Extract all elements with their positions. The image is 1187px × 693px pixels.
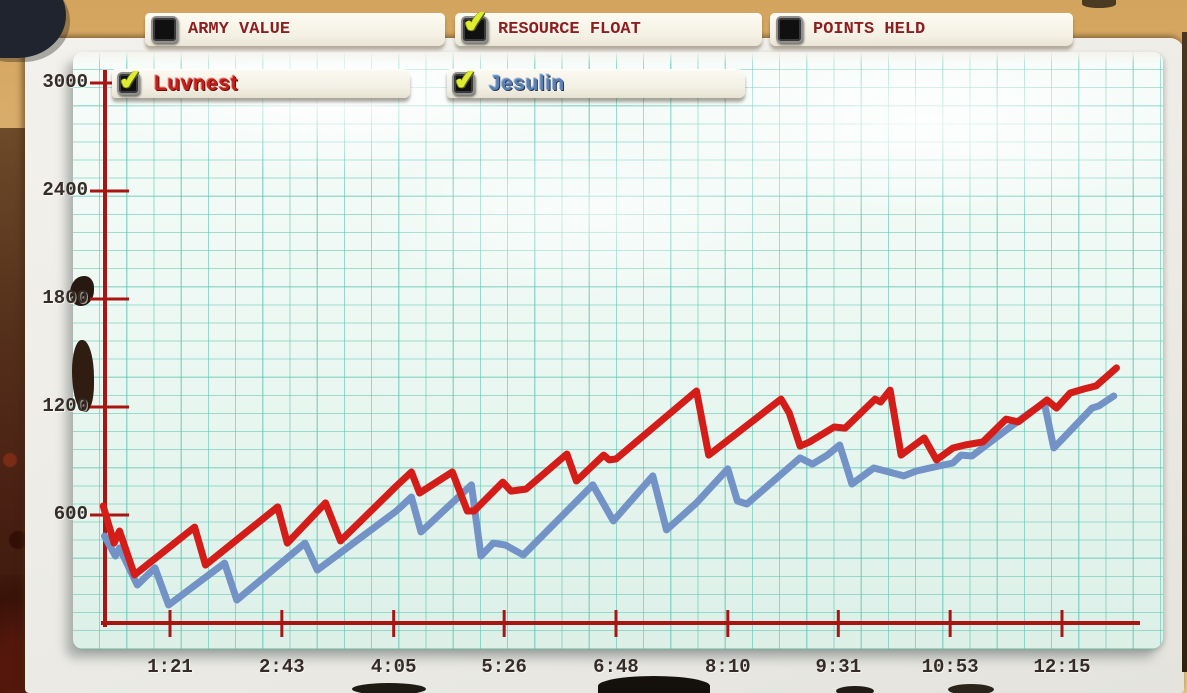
legend-jesulin[interactable]: ✔ Jesulin xyxy=(447,64,745,98)
x-tick-label: 8:10 xyxy=(705,656,751,678)
x-tick-label: 1:21 xyxy=(147,656,193,678)
x-tick-label: 5:26 xyxy=(481,656,527,678)
jesulin-checkbox[interactable]: ✔ xyxy=(452,64,478,96)
army-value-checkbox[interactable]: ✔ xyxy=(151,16,178,43)
y-tick-label: 3000 xyxy=(42,71,88,93)
player-name-jesulin: Jesulin xyxy=(489,71,565,95)
y-tick-label: 600 xyxy=(53,503,88,525)
x-tick-label: 6:48 xyxy=(593,656,639,678)
x-tick-label: 12:15 xyxy=(1033,656,1091,678)
graph-paper-grid xyxy=(73,52,1163,649)
checkmark-icon: ✔ xyxy=(452,63,479,97)
tab-label: RESOURCE FLOAT xyxy=(498,20,641,39)
resource-float-checkbox[interactable]: ✔ xyxy=(461,5,490,43)
player-name-luvnest: Luvnest xyxy=(154,71,239,95)
tab-points-held[interactable]: ✔ POINTS HELD xyxy=(770,13,1073,46)
graph-paper-torn-top xyxy=(73,52,1163,64)
points-held-checkbox[interactable]: ✔ xyxy=(776,16,803,43)
legend-luvnest[interactable]: ✔ Luvnest xyxy=(112,64,410,98)
tab-label: POINTS HELD xyxy=(813,20,926,39)
x-tick-label: 2:43 xyxy=(259,656,305,678)
y-tick-label: 1200 xyxy=(42,395,88,417)
tab-army-value[interactable]: ✔ ARMY VALUE xyxy=(145,13,445,46)
x-tick-label: 10:53 xyxy=(921,656,979,678)
x-tick-label: 9:31 xyxy=(815,656,862,678)
x-tick-label: 4:05 xyxy=(370,656,417,678)
tab-label: ARMY VALUE xyxy=(188,20,291,39)
luvnest-line xyxy=(99,364,1120,579)
checkmark-icon: ✔ xyxy=(461,4,490,41)
tab-resource-float[interactable]: ✔ RESOURCE FLOAT xyxy=(455,5,762,46)
y-tick-label: 2400 xyxy=(42,179,88,201)
jesulin-line xyxy=(101,392,1118,609)
luvnest-checkbox[interactable]: ✔ xyxy=(117,64,143,96)
checkmark-icon: ✔ xyxy=(117,63,144,97)
y-tick-label: 1800 xyxy=(42,287,88,309)
